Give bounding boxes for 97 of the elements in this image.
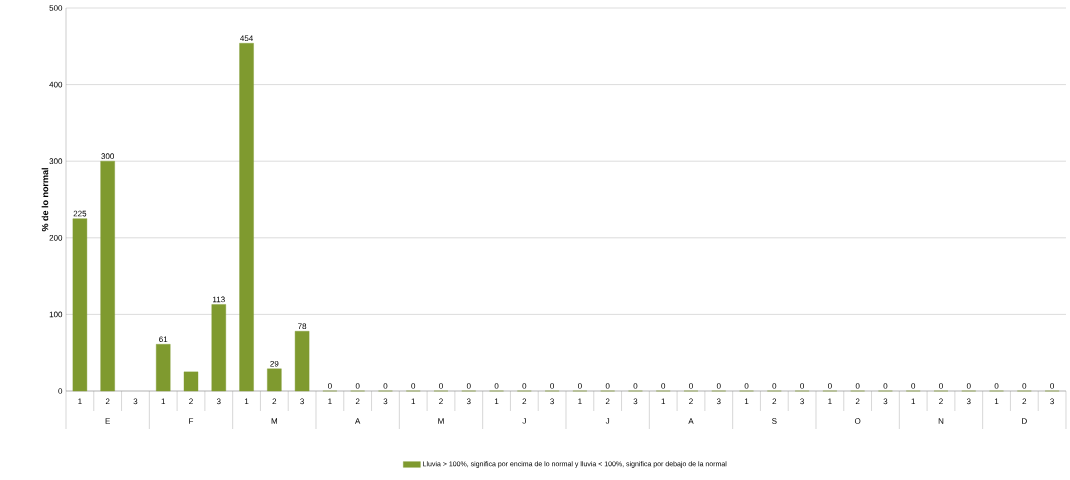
data-label: 61 — [159, 336, 168, 343]
x-tick-label: 2 — [939, 398, 943, 405]
bar — [211, 304, 226, 392]
x-tick-label: 1 — [244, 398, 249, 405]
bar — [267, 368, 282, 392]
text: M — [438, 418, 444, 424]
x-tick-label: 3 — [133, 398, 138, 405]
data-label: 0 — [689, 383, 693, 389]
text: J — [605, 418, 610, 424]
text: J — [522, 418, 526, 424]
y-tick-label: 400 — [49, 81, 63, 88]
x-tick-label: 3 — [383, 398, 388, 405]
data-label: 0 — [772, 383, 777, 389]
x-tick-label: 3 — [883, 398, 888, 405]
x-tick-label: 1 — [494, 398, 499, 405]
bar — [100, 161, 115, 392]
y-tick-label: 200 — [49, 234, 63, 241]
data-label: 0 — [855, 383, 860, 389]
data-label: 0 — [494, 383, 499, 389]
x-tick-label: 1 — [161, 398, 166, 405]
x-tick-label: 3 — [800, 398, 804, 405]
x-tick-label: 1 — [994, 398, 999, 405]
data-label: 0 — [577, 383, 582, 389]
x-tick-label: 2 — [522, 398, 527, 405]
x-tick-label: 1 — [78, 398, 82, 405]
data-label: 0 — [411, 383, 416, 389]
data-label: 0 — [633, 383, 638, 389]
text: S — [772, 418, 777, 424]
x-tick-label: 2 — [189, 398, 193, 405]
data-label: 78 — [298, 323, 307, 330]
data-label: 0 — [327, 383, 332, 389]
bar — [294, 331, 310, 392]
bar — [156, 344, 171, 392]
text: D — [1022, 418, 1027, 424]
x-tick-label: 2 — [272, 398, 277, 405]
x-tick-label: 1 — [578, 398, 582, 405]
x-tick-label: 3 — [633, 398, 638, 405]
data-label: 29 — [270, 360, 279, 367]
x-tick-label: 2 — [772, 398, 777, 405]
data-label: 225 — [73, 210, 87, 217]
data-label: 0 — [355, 383, 360, 389]
x-tick-label: 2 — [855, 398, 860, 405]
bar — [239, 43, 254, 392]
text: F — [189, 418, 194, 424]
x-tick-label: 3 — [716, 398, 721, 405]
text: N — [938, 418, 944, 424]
x-tick-label: 1 — [661, 398, 666, 405]
x-tick-label: 3 — [966, 398, 971, 405]
data-label: 113 — [213, 296, 225, 303]
data-label: 0 — [550, 383, 555, 389]
data-label: 0 — [466, 383, 471, 389]
data-label: 0 — [522, 383, 527, 389]
x-tick-label: 1 — [828, 398, 832, 405]
text: E — [105, 418, 110, 424]
data-label: 0 — [800, 383, 805, 389]
x-tick-label: 1 — [744, 398, 749, 405]
x-tick-label: 3 — [216, 398, 221, 405]
text: O — [854, 418, 861, 424]
x-tick-label: 1 — [411, 398, 416, 405]
text: M — [271, 418, 278, 424]
text: A — [355, 418, 361, 424]
x-tick-label: 3 — [550, 398, 554, 405]
bar — [72, 218, 88, 392]
y-axis-title: % de lo normal — [41, 168, 49, 232]
x-tick-label: 3 — [300, 398, 304, 405]
x-tick-label: 3 — [466, 398, 471, 405]
data-label: 0 — [939, 383, 943, 389]
data-label: 0 — [605, 383, 610, 389]
x-tick-label: 1 — [911, 398, 916, 405]
data-label: 0 — [1050, 383, 1055, 389]
data-label: 0 — [883, 383, 888, 389]
data-label: 0 — [383, 383, 388, 389]
data-label: 0 — [1022, 383, 1027, 389]
data-label: 0 — [744, 383, 749, 389]
data-label: 0 — [661, 383, 666, 389]
x-tick-label: 2 — [105, 398, 110, 405]
x-tick-label: 3 — [1050, 398, 1054, 405]
x-tick-label: 2 — [605, 398, 610, 405]
data-label: 0 — [966, 383, 971, 389]
data-label: 300 — [101, 153, 115, 159]
data-label: 0 — [994, 383, 999, 389]
x-tick-label: 2 — [1022, 398, 1027, 405]
y-tick-label: 0 — [58, 388, 63, 394]
text: A — [688, 418, 694, 424]
data-label: 0 — [827, 383, 832, 389]
data-label: 0 — [439, 383, 443, 389]
x-tick-label: 2 — [355, 398, 360, 405]
y-tick-label: 100 — [49, 311, 63, 318]
bar — [183, 371, 199, 392]
y-tick-label: 300 — [49, 158, 63, 165]
data-label: 0 — [911, 383, 916, 389]
x-tick-label: 1 — [328, 398, 332, 405]
x-tick-label: 2 — [689, 398, 693, 405]
x-tick-label: 2 — [439, 398, 443, 405]
data-label: 454 — [240, 35, 253, 42]
data-label: 0 — [716, 383, 721, 389]
y-tick-label: 500 — [49, 5, 63, 11]
